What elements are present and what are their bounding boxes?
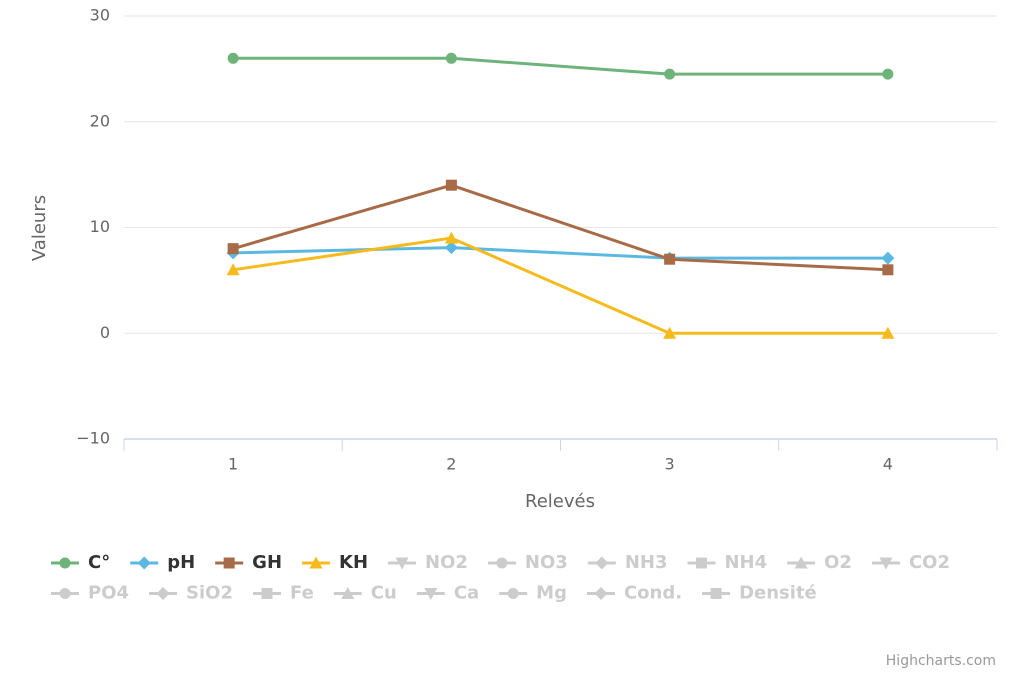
series-line [233, 56, 888, 76]
x-tick-label: 3 [665, 455, 675, 474]
legend-symbol [395, 557, 409, 570]
legend-label[interactable]: pH [167, 552, 195, 573]
x-axis-title: Relevés [525, 491, 595, 512]
legend-symbol [710, 588, 722, 599]
point-marker [664, 68, 676, 80]
point-marker [882, 68, 894, 80]
legend-symbol [59, 588, 71, 599]
series-line [232, 183, 888, 272]
legend-label[interactable]: Fe [290, 583, 314, 604]
point-marker [664, 253, 676, 265]
legend-label[interactable]: NH3 [625, 552, 668, 573]
legend-symbol [59, 557, 71, 569]
y-axis-title: Valeurs [29, 195, 50, 261]
point-marker [445, 179, 457, 191]
legend-label[interactable]: PO4 [88, 583, 129, 604]
legend-label[interactable]: SiO2 [186, 583, 233, 604]
x-tick-label: 2 [446, 455, 456, 474]
legend-label[interactable]: Cond. [624, 583, 682, 604]
legend-symbol [261, 588, 273, 599]
legend-label[interactable]: O2 [824, 552, 852, 573]
credits[interactable]: Highcharts.com [886, 653, 996, 669]
legend-label[interactable]: CO2 [909, 552, 950, 573]
legend-label[interactable]: NO2 [425, 552, 468, 573]
legend-label[interactable]: Mg [536, 583, 567, 604]
legend-label[interactable]: Cu [371, 583, 397, 604]
legend-symbol [496, 557, 508, 569]
legend-symbol [156, 587, 170, 600]
point-marker [444, 231, 458, 244]
x-tick-label: 4 [883, 455, 893, 474]
x-tick-label: 1 [228, 455, 238, 474]
series-line [232, 236, 888, 335]
legend-symbol [507, 588, 519, 599]
legend-label[interactable]: KH [339, 552, 368, 573]
point-marker [445, 52, 457, 64]
legend-label[interactable]: NO3 [525, 552, 568, 573]
legend-symbol [223, 557, 235, 569]
legend-symbol [794, 556, 808, 569]
legend-label[interactable]: C° [88, 552, 110, 573]
y-tick-label: 0 [100, 323, 110, 342]
legend-symbol [424, 588, 438, 600]
point-marker [227, 243, 239, 255]
legend-label[interactable]: NH4 [724, 552, 767, 573]
legend-symbol [695, 557, 707, 569]
y-tick-label: 10 [90, 217, 110, 236]
legend-label[interactable]: Ca [454, 583, 479, 604]
series-line [233, 246, 888, 260]
point-marker [881, 251, 895, 265]
y-tick-label: 30 [90, 6, 110, 25]
legend-label[interactable]: Densité [739, 583, 817, 604]
point-marker [226, 263, 240, 276]
point-marker [882, 264, 894, 276]
legend-symbol [309, 556, 323, 569]
point-marker [444, 241, 458, 255]
point-marker [881, 326, 895, 339]
legend-symbol [879, 557, 893, 570]
legend-label[interactable]: GH [252, 552, 282, 573]
legend-symbol [594, 587, 608, 600]
point-marker [227, 52, 239, 64]
point-marker [663, 326, 677, 339]
legend-symbol [341, 587, 355, 599]
y-tick-label: −10 [76, 429, 110, 448]
legend-symbol [137, 556, 151, 570]
y-tick-label: 20 [90, 111, 110, 130]
legend-symbol [595, 556, 609, 570]
